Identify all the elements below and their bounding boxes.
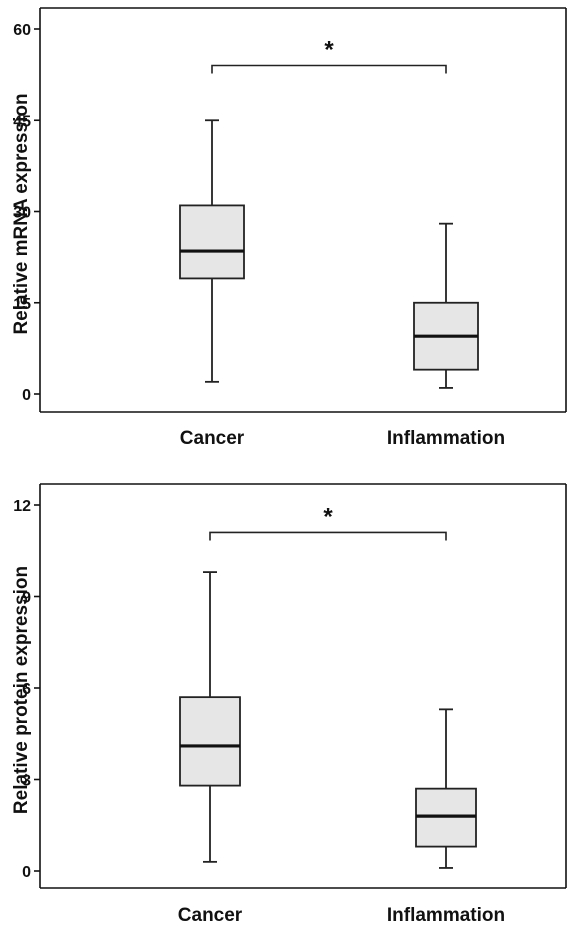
significance-bracket <box>211 64 447 74</box>
y-tick-label: 45 <box>13 113 31 130</box>
x-category-label: Inflammation <box>387 428 505 449</box>
significance-bracket <box>209 531 447 541</box>
x-category-label: Cancer <box>178 905 243 926</box>
box-cancer <box>179 119 245 383</box>
y-tick-label: 3 <box>22 773 31 790</box>
y-tick-label: 0 <box>22 864 31 881</box>
iqr-box <box>179 204 245 280</box>
box-cancer <box>179 571 241 863</box>
y-axis-title: Relative protein expression <box>11 566 32 814</box>
y-tick-label: 9 <box>22 590 31 607</box>
significance-marker: * <box>324 37 334 64</box>
panel-protein: 0 3 6 9 12 Relative protein expression Cancer I… <box>11 483 567 926</box>
panel-mrna: 0 15 30 45 60 Relative mRNA expression Cancer I… <box>11 7 567 449</box>
box-inflammation <box>415 708 477 869</box>
y-tick-label: 30 <box>13 205 31 222</box>
x-category-label: Inflammation <box>387 905 505 926</box>
y-tick-label: 0 <box>22 387 31 404</box>
y-tick-label: 15 <box>13 296 31 313</box>
y-tick-label: 12 <box>13 498 31 515</box>
iqr-box <box>179 696 241 787</box>
y-tick-label: 60 <box>13 22 31 39</box>
box-inflammation <box>413 222 479 389</box>
significance-marker: * <box>323 503 333 530</box>
y-tick-label: 6 <box>22 681 31 698</box>
x-category-label: Cancer <box>180 428 245 449</box>
y-axis-title: Relative mRNA expression <box>11 93 32 334</box>
